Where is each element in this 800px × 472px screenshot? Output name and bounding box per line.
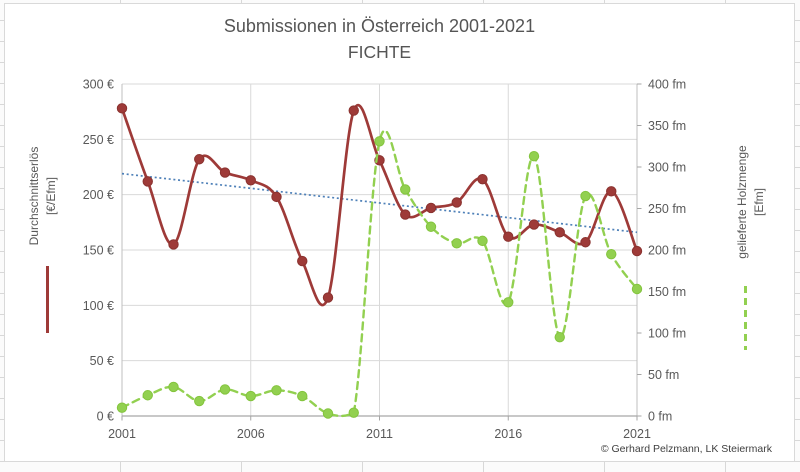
x-axis-label: 2016 <box>494 427 522 441</box>
volume-marker <box>297 390 308 402</box>
left-axis-label: 200 € <box>83 188 114 202</box>
volume-marker <box>425 221 437 232</box>
revenue-marker <box>477 173 488 185</box>
volume-marker <box>631 283 643 295</box>
left-axis-labels: 300 € 250 € 200 € 150 € 100 € 50 € 0 € <box>83 78 114 424</box>
left-axis-label: 100 € <box>83 299 114 313</box>
right-axis-labels: 400 fm 350 fm 300 fm 250 fm 200 fm 150 fm 100 … <box>648 78 686 424</box>
revenue-marker <box>606 186 617 197</box>
chart-title-block: Submissionen in Österreich 2001-2021 FIC… <box>122 15 637 63</box>
volume-marker <box>116 402 128 413</box>
x-axis-labels: 2001 2006 2011 2016 2021 <box>108 427 651 441</box>
volume-marker <box>528 151 540 162</box>
revenue-series-legend-line <box>46 266 49 333</box>
revenue-marker <box>554 227 565 238</box>
volume-marker <box>503 297 514 308</box>
right-axis-label: 300 fm <box>648 161 686 175</box>
revenue-marker <box>142 176 153 187</box>
revenue-series <box>116 103 643 307</box>
volume-marker <box>245 390 256 402</box>
revenue-marker <box>168 239 179 250</box>
volume-marker <box>142 390 153 401</box>
right-axis-label: 50 fm <box>648 368 679 382</box>
x-axis-label: 2011 <box>366 427 393 441</box>
revenue-marker <box>322 292 334 303</box>
volume-marker <box>194 395 205 407</box>
revenue-marker <box>271 191 282 203</box>
x-axis-label: 2001 <box>108 427 136 441</box>
revenue-marker <box>400 209 411 220</box>
volume-marker <box>374 136 385 147</box>
revenue-marker <box>503 231 514 242</box>
right-axis-label: 350 fm <box>648 119 686 133</box>
volume-marker <box>477 235 488 247</box>
right-axis-label: 100 fm <box>648 327 686 341</box>
left-axis-label: 250 € <box>83 133 114 147</box>
revenue-marker <box>245 175 256 186</box>
volume-marker <box>348 407 359 418</box>
revenue-marker <box>116 103 128 114</box>
revenue-marker <box>425 202 437 214</box>
left-axis-label: 0 € <box>97 410 114 424</box>
volume-marker <box>451 238 462 249</box>
chart-subtitle: FICHTE <box>347 42 412 63</box>
left-axis-label: 50 € <box>90 354 114 368</box>
volume-marker <box>580 190 591 202</box>
volume-series-legend-line <box>744 286 747 350</box>
revenue-marker <box>194 154 205 165</box>
volume-marker <box>219 384 231 395</box>
revenue-marker <box>219 167 231 178</box>
volume-series <box>116 129 643 419</box>
right-axis-label: 250 fm <box>648 202 686 216</box>
revenue-marker <box>631 245 643 257</box>
copyright-credit: © Gerhard Pelzmann, LK Steiermark <box>600 443 772 455</box>
x-axis-label: 2006 <box>237 427 265 441</box>
chart-title: Submissionen in Österreich 2001-2021 <box>223 16 536 36</box>
revenue-marker <box>528 219 540 230</box>
volume-marker <box>606 248 617 260</box>
revenue-line <box>120 103 639 307</box>
revenue-marker <box>348 105 359 116</box>
revenue-marker <box>451 197 462 208</box>
right-axis-label: 400 fm <box>648 78 686 92</box>
volume-marker <box>322 408 334 419</box>
trendline <box>121 172 638 234</box>
x-axis-label: 2021 <box>623 427 651 441</box>
right-axis-label: 150 fm <box>648 285 686 299</box>
volume-marker <box>168 381 179 393</box>
volume-marker <box>554 331 565 343</box>
right-axis-label: 0 fm <box>648 410 672 424</box>
left-axis-label: 300 € <box>83 78 114 92</box>
volume-marker <box>400 184 411 195</box>
chart-card <box>4 3 795 462</box>
volume-marker <box>271 385 282 396</box>
left-axis-label: 150 € <box>83 244 114 258</box>
revenue-marker <box>580 237 591 248</box>
revenue-marker <box>297 255 308 267</box>
right-axis-label: 200 fm <box>648 244 686 258</box>
